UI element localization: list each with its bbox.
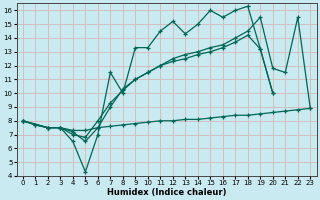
X-axis label: Humidex (Indice chaleur): Humidex (Indice chaleur) (107, 188, 226, 197)
